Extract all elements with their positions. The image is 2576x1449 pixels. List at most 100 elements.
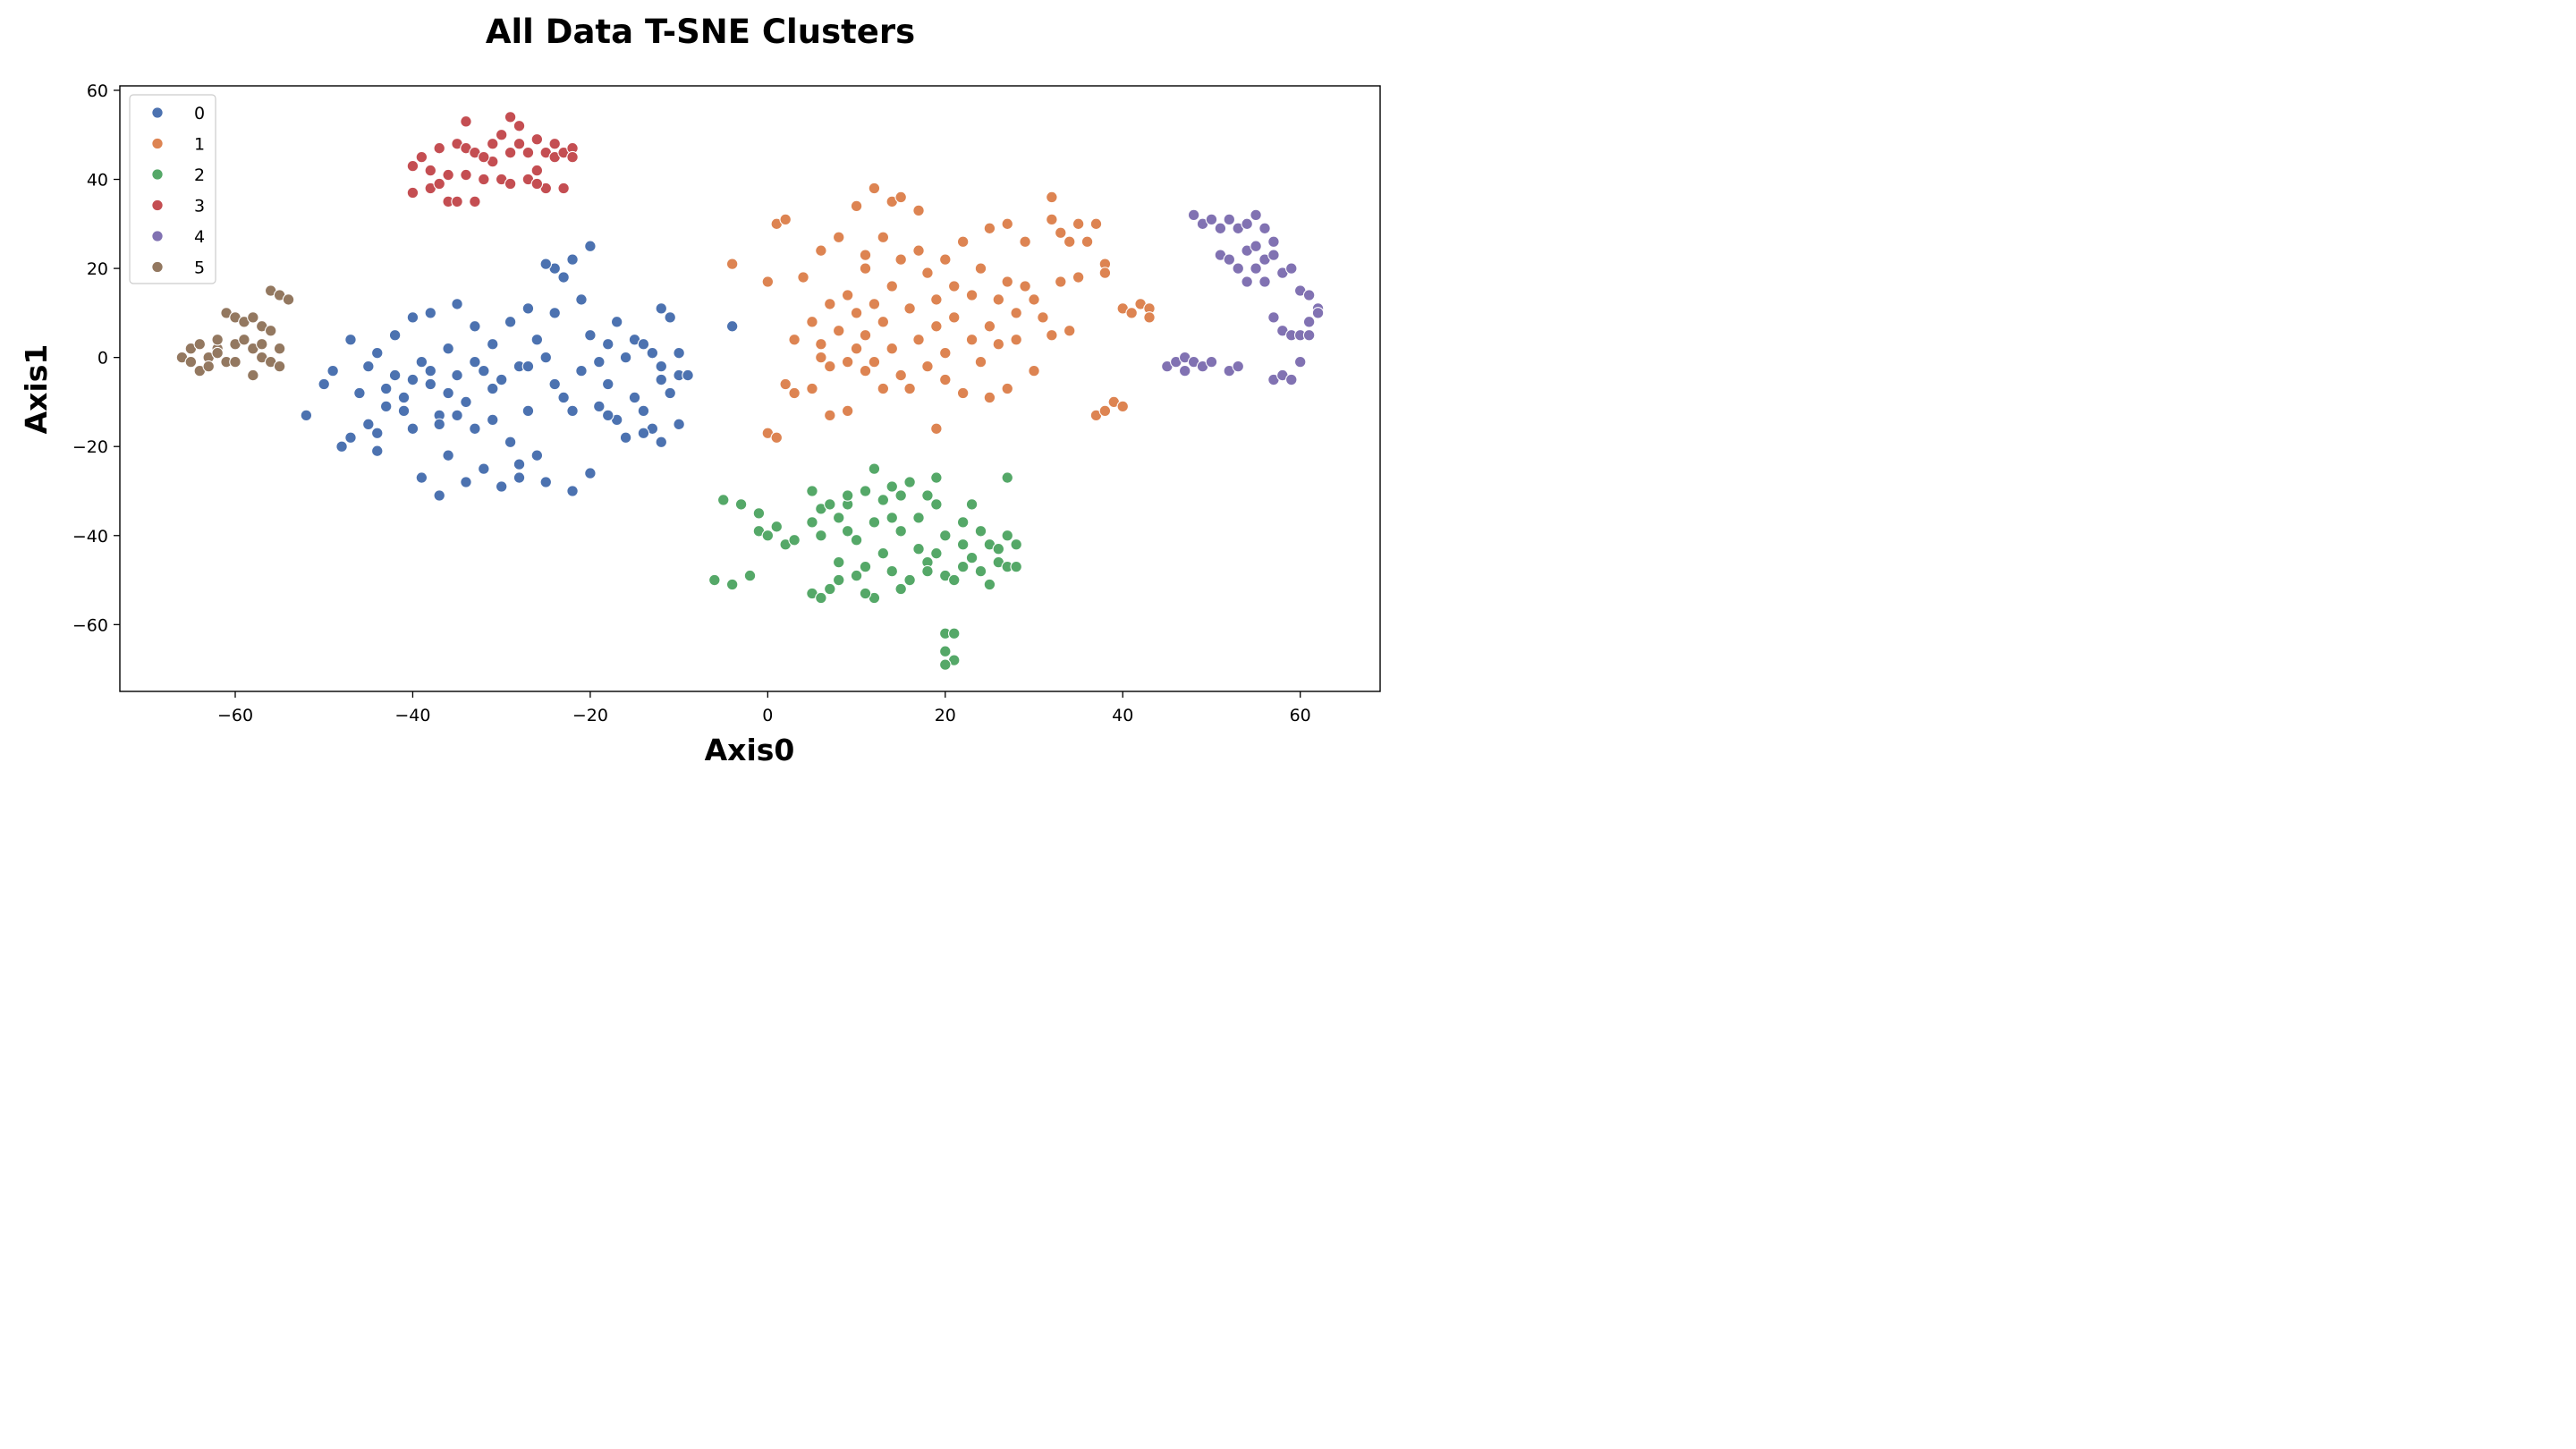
point-cluster-2-35 <box>903 573 916 587</box>
point-cluster-0-31 <box>486 413 499 427</box>
point-cluster-1-82 <box>1063 235 1076 248</box>
point-cluster-0-67 <box>655 373 668 386</box>
point-cluster-2-36 <box>912 512 925 524</box>
point-cluster-2-69 <box>815 591 827 605</box>
point-cluster-3-38 <box>478 150 490 164</box>
point-cluster-2-7 <box>761 530 775 542</box>
point-cluster-0-4 <box>344 333 357 346</box>
point-cluster-3-6 <box>433 141 445 155</box>
point-cluster-2-70 <box>859 587 872 600</box>
point-cluster-4-22 <box>1250 262 1262 275</box>
point-cluster-0-56 <box>601 377 614 391</box>
legend-label-4: 4 <box>194 227 205 247</box>
x-tick-label: 40 <box>1112 706 1133 725</box>
point-cluster-0-23 <box>442 449 454 462</box>
point-cluster-2-68 <box>788 533 801 547</box>
point-cluster-0-9 <box>371 346 384 360</box>
point-cluster-1-49 <box>930 320 943 333</box>
point-cluster-1-13 <box>815 337 827 351</box>
point-cluster-1-80 <box>1055 226 1067 240</box>
point-cluster-3-8 <box>442 168 454 182</box>
legend-marker-2 <box>151 168 164 181</box>
y-tick-label: 0 <box>97 349 108 369</box>
point-cluster-0-27 <box>460 476 472 488</box>
point-cluster-2-4 <box>743 569 757 582</box>
point-cluster-1-79 <box>1046 329 1058 342</box>
point-cluster-5-28 <box>211 333 224 346</box>
point-cluster-1-86 <box>1080 235 1094 248</box>
point-cluster-1-89 <box>1098 404 1112 418</box>
point-cluster-1-38 <box>894 191 907 204</box>
point-cluster-3-10 <box>451 195 463 208</box>
point-cluster-2-71 <box>894 582 907 596</box>
point-cluster-1-32 <box>877 231 890 243</box>
point-cluster-3-11 <box>460 115 472 128</box>
x-axis-ticks: −60 −40 −20 0 20 40 60 <box>217 691 1311 725</box>
point-cluster-0-95 <box>539 258 553 270</box>
point-cluster-0-74 <box>682 369 694 382</box>
point-cluster-0-15 <box>406 422 419 436</box>
point-cluster-0-51 <box>584 240 597 252</box>
point-cluster-1-98 <box>1143 311 1156 324</box>
point-cluster-4-33 <box>1285 373 1298 386</box>
point-cluster-0-60 <box>619 431 632 445</box>
point-cluster-0-82 <box>486 382 499 395</box>
point-cluster-1-40 <box>894 369 907 382</box>
point-cluster-4-44 <box>1232 360 1244 373</box>
point-cluster-1-10 <box>806 382 818 395</box>
point-cluster-4-35 <box>1293 355 1307 369</box>
point-cluster-0-86 <box>548 377 561 391</box>
point-cluster-0-18 <box>424 377 437 391</box>
point-cluster-0-8 <box>371 445 384 457</box>
point-cluster-0-6 <box>362 360 375 373</box>
x-tick-label: −20 <box>572 706 608 725</box>
point-cluster-1-12 <box>815 244 827 257</box>
point-cluster-0-83 <box>504 436 517 448</box>
point-cluster-5-3 <box>193 337 207 351</box>
point-cluster-2-30 <box>886 564 899 578</box>
point-cluster-1-42 <box>903 382 916 395</box>
point-cluster-2-51 <box>956 560 970 573</box>
point-cluster-0-28 <box>469 355 481 369</box>
chart-title: All Data T-SNE Clusters <box>486 13 915 51</box>
point-cluster-0-90 <box>406 373 419 386</box>
point-cluster-2-18 <box>832 555 845 569</box>
point-cluster-4-19 <box>1241 275 1253 288</box>
point-cluster-4-3 <box>1178 364 1191 377</box>
point-cluster-4-28 <box>1267 311 1280 324</box>
point-cluster-0-59 <box>619 351 632 364</box>
point-cluster-1-21 <box>841 289 854 301</box>
point-cluster-0-10 <box>379 400 393 413</box>
point-cluster-2-1 <box>716 494 730 506</box>
point-cluster-0-73 <box>673 346 685 360</box>
point-cluster-1-70 <box>1010 307 1022 319</box>
point-cluster-1-67 <box>1001 217 1014 231</box>
point-cluster-1-27 <box>859 262 872 275</box>
point-cluster-0-16 <box>415 355 428 369</box>
point-cluster-1-52 <box>939 346 952 360</box>
point-cluster-2-31 <box>886 480 899 493</box>
point-cluster-2-3 <box>734 498 748 511</box>
point-cluster-2-24 <box>859 560 872 573</box>
point-cluster-0-47 <box>566 253 579 266</box>
point-cluster-0-64 <box>646 346 659 360</box>
x-tick-label: 60 <box>1290 706 1311 725</box>
y-axis-label: Axis1 <box>19 344 54 435</box>
point-cluster-1-95 <box>1125 307 1138 319</box>
point-cluster-3-14 <box>469 195 481 208</box>
point-cluster-4-42 <box>1267 235 1280 248</box>
point-cluster-1-3 <box>770 431 784 445</box>
point-cluster-1-1 <box>761 275 775 288</box>
point-cluster-0-37 <box>513 458 526 470</box>
point-cluster-2-40 <box>930 471 943 484</box>
point-cluster-1-76 <box>1037 311 1049 324</box>
point-cluster-1-0 <box>725 258 739 270</box>
point-cluster-0-32 <box>486 337 499 351</box>
y-axis-ticks: 60 40 20 0 −20 −40 −60 <box>72 81 120 635</box>
point-cluster-5-6 <box>202 360 215 373</box>
point-cluster-0-69 <box>664 386 676 400</box>
point-cluster-2-59 <box>1001 471 1014 484</box>
point-cluster-4-10 <box>1214 222 1227 235</box>
point-cluster-3-19 <box>495 129 508 141</box>
point-cluster-0-45 <box>557 391 570 404</box>
